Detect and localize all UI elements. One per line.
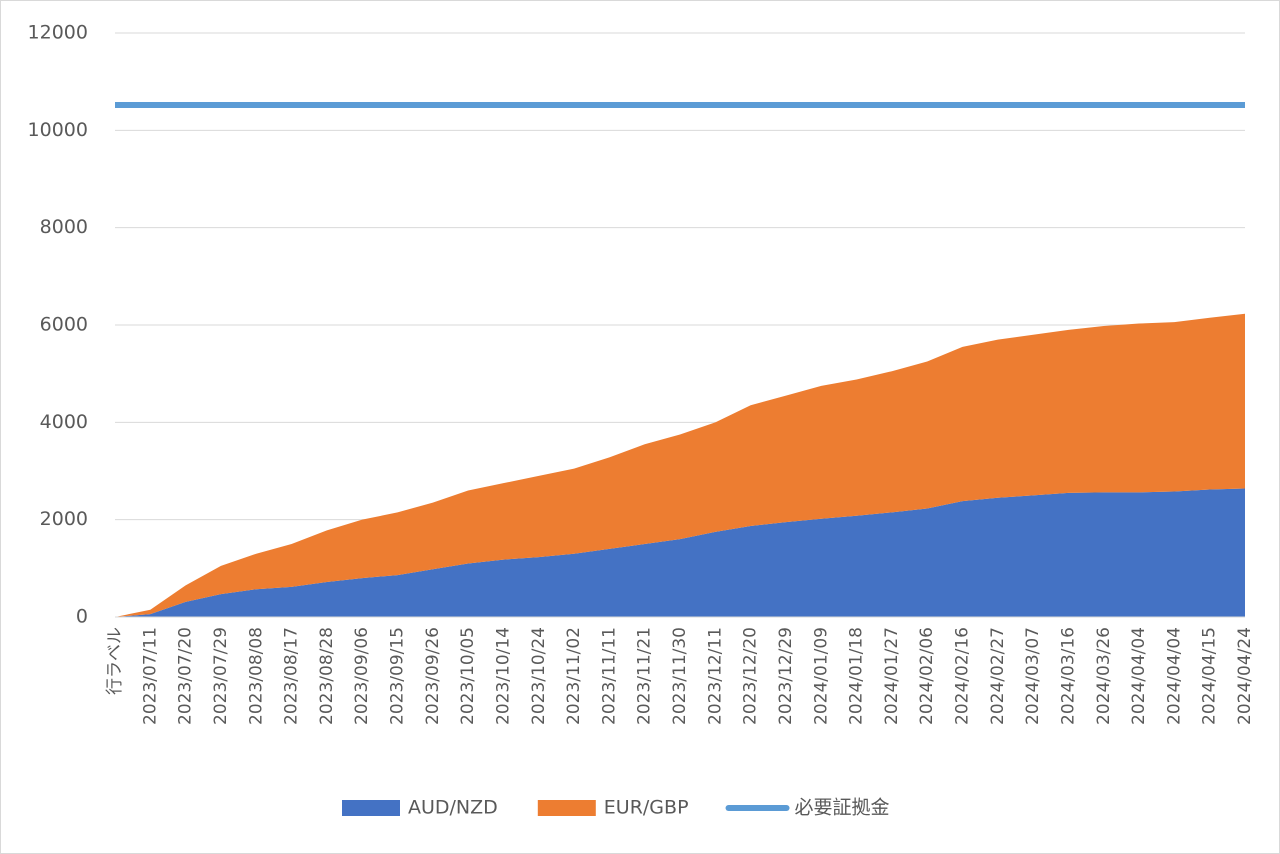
legend-label: 必要証拠金 (795, 797, 890, 819)
x-tick-label: 2023/11/30 (670, 627, 690, 725)
x-tick-label: 2024/04/04 (1164, 627, 1184, 725)
legend-swatch (537, 800, 596, 816)
x-tick-label: 2023/10/14 (493, 627, 513, 725)
x-tick-label: 2023/08/08 (246, 627, 266, 725)
legend-label: EUR/GBP (604, 797, 689, 819)
x-tick-label: 2024/01/27 (882, 627, 902, 725)
x-tick-label: 2023/09/26 (423, 627, 443, 725)
x-tick-label: 2023/07/20 (176, 627, 196, 725)
x-tick-label: 2023/07/29 (211, 627, 231, 725)
x-tick-label: 2024/03/26 (1094, 627, 1114, 725)
x-tick-label: 2024/04/24 (1235, 627, 1255, 725)
x-tick-label: 2023/08/28 (317, 627, 337, 725)
x-tick-label: 行ラベル (105, 627, 125, 695)
legend-label: AUD/NZD (408, 797, 498, 819)
x-tick-label: 2024/04/15 (1200, 627, 1220, 725)
x-tick-label: 2024/02/27 (988, 627, 1008, 725)
x-tick-label: 2023/11/02 (564, 627, 584, 725)
x-tick-label: 2023/07/11 (140, 627, 160, 725)
x-tick-label: 2024/03/07 (1023, 627, 1043, 725)
x-tick-label: 2024/04/04 (1129, 627, 1149, 725)
x-tick-label: 2023/10/05 (458, 627, 478, 725)
x-tick-label: 2023/12/20 (741, 627, 761, 725)
legend-swatch (342, 800, 400, 816)
y-tick-label: 6000 (40, 314, 88, 336)
y-tick-label: 8000 (40, 216, 88, 238)
x-tick-label: 2024/01/09 (811, 627, 831, 725)
x-tick-label: 2023/08/17 (282, 627, 302, 725)
x-tick-label: 2024/03/16 (1058, 627, 1078, 725)
x-tick-label: 2023/12/29 (776, 627, 796, 725)
x-tick-label: 2023/11/21 (635, 627, 655, 725)
x-tick-label: 2023/09/06 (352, 627, 372, 725)
area (115, 488, 1245, 617)
y-tick-label: 0 (76, 606, 88, 628)
x-tick-label: 2023/11/11 (599, 627, 619, 725)
y-tick-label: 10000 (28, 119, 88, 141)
y-tick-label: 4000 (40, 411, 88, 433)
y-tick-label: 12000 (28, 22, 88, 44)
x-tick-label: 2024/02/06 (917, 627, 937, 725)
x-tick-label: 2024/01/18 (847, 627, 867, 725)
x-tick-label: 2023/09/15 (388, 627, 408, 725)
x-tick-label: 2023/10/24 (529, 627, 549, 725)
area (115, 313, 1245, 617)
x-tick-label: 2023/12/11 (705, 627, 725, 725)
y-tick-label: 2000 (40, 508, 88, 530)
x-tick-label: 2024/02/16 (953, 627, 973, 725)
